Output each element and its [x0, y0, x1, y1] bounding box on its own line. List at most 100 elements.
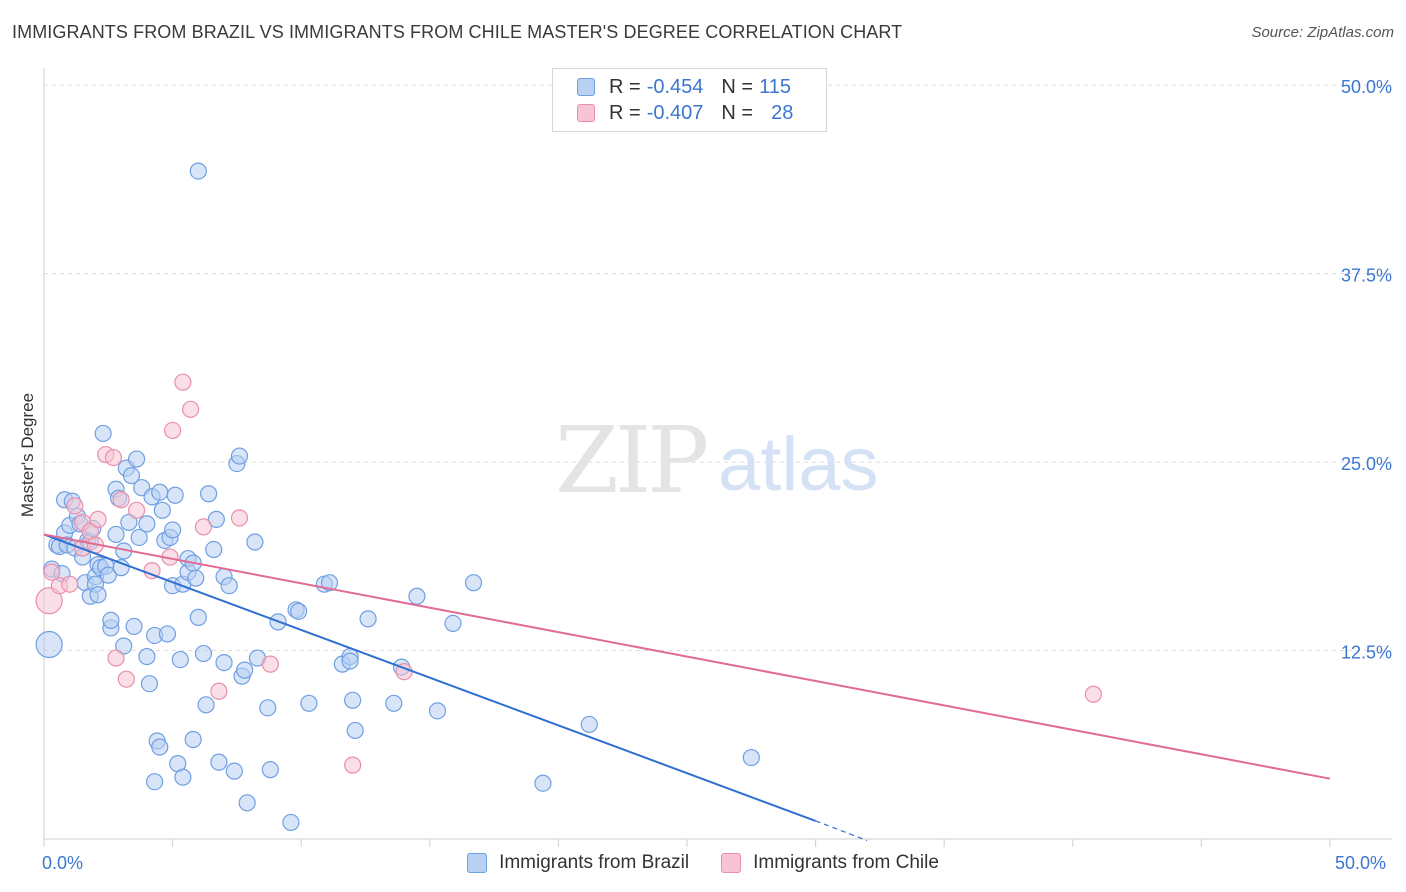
y-tick-labels: 12.5% 25.0% 37.5% 50.0%	[1341, 77, 1392, 662]
y-tick-label: 12.5%	[1341, 643, 1392, 663]
brazil-point	[236, 661, 254, 679]
chart-source: Source: ZipAtlas.com	[1251, 24, 1394, 41]
brazil-point	[200, 485, 218, 503]
chile-point	[117, 670, 135, 688]
x-tick-label-min: 0.0%	[42, 853, 84, 873]
brazil-point	[125, 617, 143, 636]
chile-point	[1084, 685, 1102, 703]
legend-n-label: N =	[721, 101, 754, 124]
chile-point	[107, 649, 125, 667]
brazil-point	[89, 586, 107, 604]
legend-row-brazil: R = -0.454 N = 115	[577, 74, 791, 100]
legend-r-value-brazil: -0.454	[646, 75, 704, 98]
chile-point	[61, 575, 79, 593]
legend-n-value-chile: 28	[771, 101, 794, 124]
brazil-point	[580, 715, 598, 734]
brazil-point	[428, 702, 447, 720]
legend-r-label: R =	[609, 75, 641, 98]
chile-point	[182, 400, 200, 418]
brazil-point	[205, 540, 223, 559]
brazil-point	[171, 650, 189, 669]
brazil-point	[230, 447, 249, 465]
chart-title: IMMIGRANTS FROM BRAZIL VS IMMIGRANTS FRO…	[12, 22, 903, 42]
brazil-point	[99, 566, 117, 584]
brazil-point	[220, 577, 238, 595]
brazil-point	[138, 647, 156, 666]
brazil-point	[464, 574, 483, 592]
chile-point	[344, 756, 362, 774]
chile-point	[127, 501, 146, 519]
legend-swatch-chile	[721, 853, 742, 873]
chile-point	[112, 491, 130, 509]
brazil-point	[151, 483, 169, 501]
brazil-point	[115, 637, 133, 655]
brazil-point	[341, 652, 359, 670]
y-tick-label: 25.0%	[1341, 454, 1392, 474]
chile-trend-line	[43, 533, 1331, 780]
chile-point	[43, 563, 61, 581]
brazil-point	[261, 761, 279, 779]
trend-lines	[43, 533, 1331, 842]
brazil-point	[102, 611, 120, 629]
legend-r-value-chile: -0.407	[646, 101, 704, 124]
watermark-zip: ZIP	[555, 407, 706, 514]
brazil-point	[300, 694, 318, 712]
chile-point	[66, 497, 84, 515]
x-tick-label-max: 50.0%	[1335, 853, 1387, 873]
brazil-point	[344, 691, 362, 709]
brazil-point	[140, 675, 159, 693]
brazil-point	[238, 794, 256, 812]
brazil-point	[210, 753, 228, 771]
brazil-point	[151, 738, 169, 756]
brazil-point	[35, 630, 63, 659]
legend-swatch-chile	[577, 104, 595, 122]
brazil-point	[207, 510, 225, 528]
brazil-point	[145, 773, 164, 791]
brazil-point	[194, 644, 213, 663]
chile-point	[89, 510, 107, 528]
legend-label-chile: Immigrants from Chile	[753, 852, 939, 873]
chile-point	[174, 373, 192, 391]
brazil-point	[138, 515, 156, 533]
legend-n-value-brazil: 115	[759, 75, 791, 98]
brazil-point	[742, 748, 760, 767]
brazil-point	[359, 610, 377, 628]
brazil-point	[122, 467, 141, 485]
brazil-point	[259, 699, 277, 717]
legend-label-brazil: Immigrants from Brazil	[499, 852, 690, 873]
brazil-point	[166, 486, 184, 504]
chile-point	[230, 509, 249, 527]
legend-swatch-brazil	[467, 853, 488, 873]
brazil-point	[225, 762, 243, 780]
legend-row-chile: R = -0.407 N = 28	[577, 100, 793, 126]
brazil-point	[408, 587, 426, 605]
brazil-point	[174, 768, 192, 786]
brazil-point	[158, 625, 177, 643]
stats-legend: R = -0.454 N = 115 R = -0.407 N = 28	[552, 68, 827, 132]
brazil-point	[246, 533, 264, 551]
brazil-point	[184, 730, 202, 749]
chile-point	[104, 448, 123, 467]
brazil-point	[107, 525, 125, 544]
brazil-point	[444, 614, 462, 633]
legend-swatch-brazil	[577, 78, 595, 96]
brazil-point	[120, 513, 138, 531]
brazil-point	[534, 774, 552, 792]
watermark: ZIP atlas	[555, 407, 879, 514]
brazil-point	[197, 696, 215, 714]
legend-r-label: R =	[609, 101, 641, 124]
brazil-point	[164, 521, 182, 539]
brazil-point	[130, 528, 148, 547]
axes	[43, 68, 1392, 847]
watermark-atlas: atlas	[718, 422, 879, 507]
brazil-point	[215, 653, 233, 672]
brazil-point	[187, 569, 205, 587]
legend-item-brazil[interactable]: Immigrants from Brazil	[467, 852, 689, 874]
brazil-point	[127, 450, 146, 468]
brazil-point	[346, 721, 364, 740]
brazil-point	[320, 574, 339, 592]
brazil-point	[282, 813, 300, 832]
chile-point	[164, 421, 182, 440]
legend-item-chile[interactable]: Immigrants from Chile	[721, 852, 939, 874]
